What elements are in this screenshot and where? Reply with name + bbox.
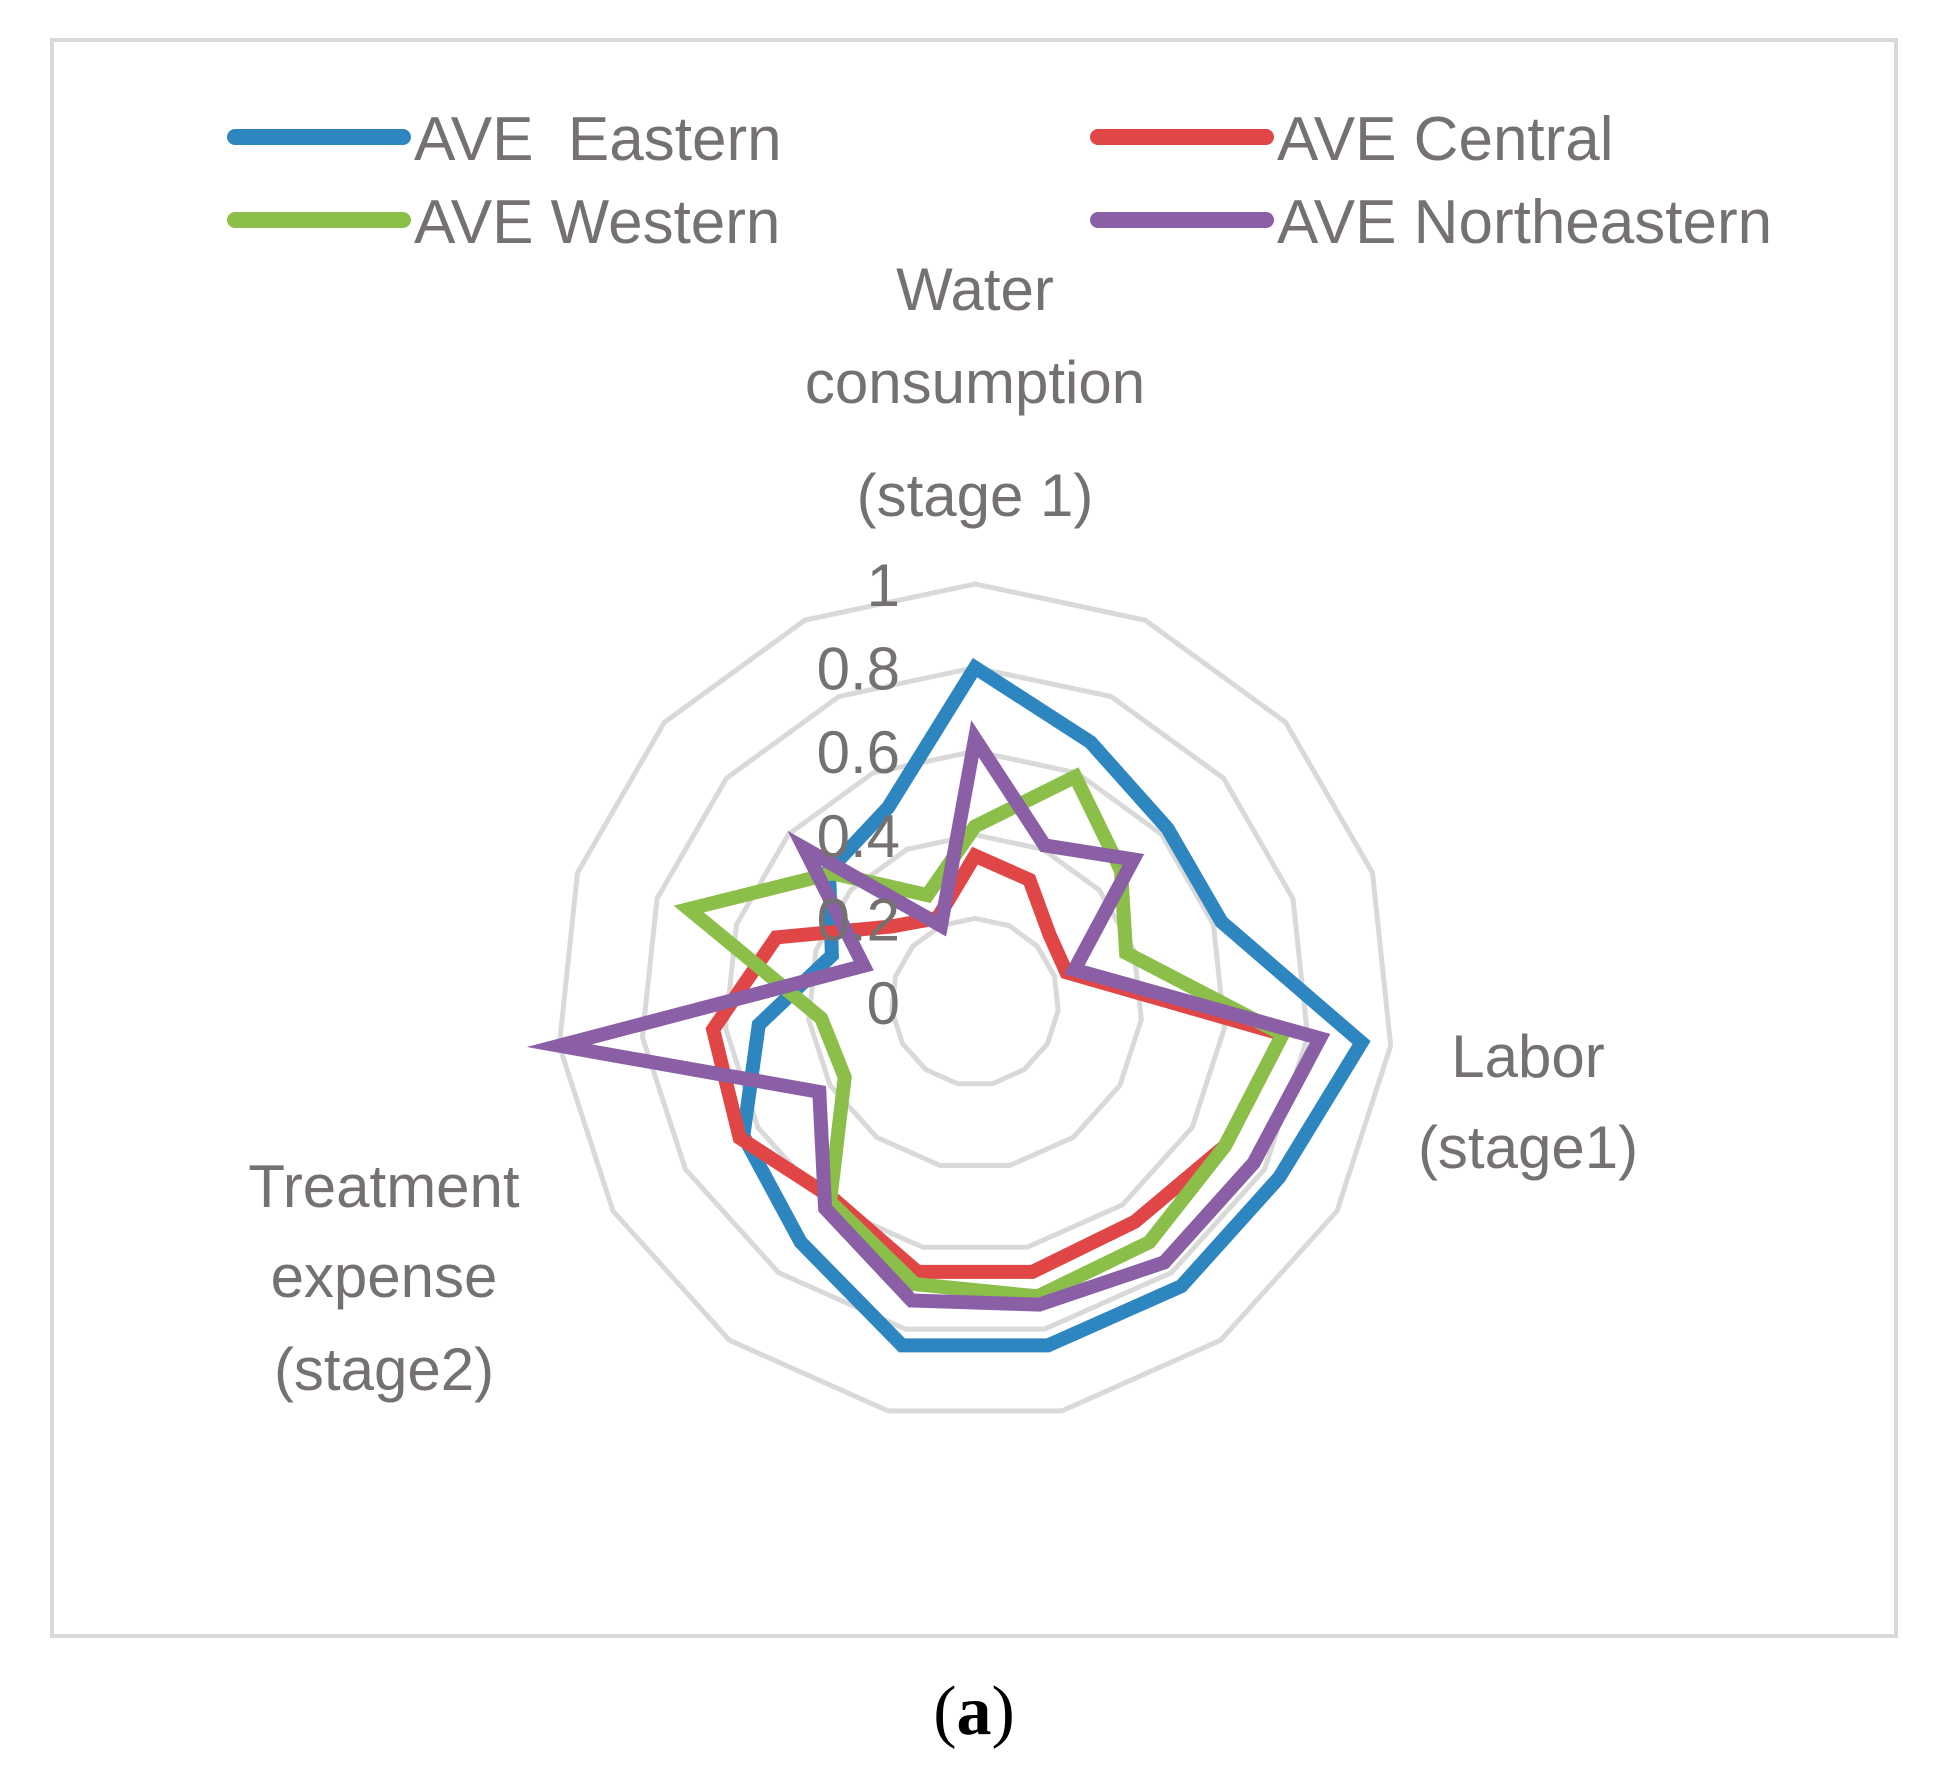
grid-ring-4 bbox=[639, 665, 1311, 1332]
legend-item-central[interactable]: AVE Central bbox=[1090, 105, 1614, 174]
chart-frame bbox=[50, 38, 1898, 1638]
axis-label-line: (stage2) bbox=[274, 1336, 494, 1403]
series-line-western[interactable] bbox=[673, 767, 1293, 1304]
axis-label-line: Treatment bbox=[248, 1153, 520, 1220]
axis-label-line: (stage1) bbox=[1418, 1114, 1638, 1181]
legend-item-eastern[interactable]: AVE Eastern bbox=[227, 105, 782, 174]
grid-ring-5 bbox=[556, 581, 1394, 1414]
legend: AVE Eastern AVE Central AVE Western AVE … bbox=[227, 105, 1772, 257]
radial-tick-label: 0 bbox=[867, 970, 900, 1037]
legend-item-western[interactable]: AVE Western bbox=[227, 188, 780, 257]
grid-ring-1 bbox=[889, 915, 1061, 1087]
axis-label-line: expense bbox=[271, 1243, 498, 1310]
series-line-northeastern[interactable] bbox=[526, 720, 1331, 1312]
figure-caption: (a) bbox=[0, 1672, 1948, 1752]
legend-label-northeastern: AVE Northeastern bbox=[1277, 188, 1772, 257]
caption-open: ( bbox=[933, 1673, 957, 1750]
legend-item-northeastern[interactable]: AVE Northeastern bbox=[1090, 188, 1772, 257]
series-line-central[interactable] bbox=[705, 846, 1293, 1279]
radar-series bbox=[526, 657, 1371, 1353]
radial-tick-label: 0.8 bbox=[817, 636, 900, 703]
axis-label-line: Water bbox=[896, 256, 1054, 323]
radial-tick-label: 1 bbox=[867, 552, 900, 619]
axis-label-line: Labor bbox=[1451, 1023, 1604, 1090]
axis-label-line: (stage 1) bbox=[857, 462, 1094, 529]
legend-label-eastern: AVE Eastern bbox=[414, 105, 782, 174]
axis-label-water-consumption: Water consumption (stage 1) bbox=[805, 256, 1145, 529]
radial-tick-label: 0.4 bbox=[817, 803, 900, 870]
legend-label-western: AVE Western bbox=[414, 188, 780, 257]
legend-label-central: AVE Central bbox=[1277, 105, 1614, 174]
axis-label-labor: Labor (stage1) bbox=[1418, 1023, 1638, 1181]
radial-tick-label: 0.6 bbox=[817, 719, 900, 786]
radial-tick-label: 0.2 bbox=[817, 886, 900, 953]
axis-label-line: consumption bbox=[805, 349, 1145, 416]
axis-label-treatment-expense: Treatment expense (stage2) bbox=[248, 1153, 520, 1403]
caption-letter: a bbox=[956, 1673, 992, 1750]
caption-close: ) bbox=[991, 1673, 1015, 1750]
radial-ticks: 0 0.2 0.4 0.6 0.8 1 bbox=[817, 552, 900, 1037]
grid-ring-3 bbox=[723, 748, 1227, 1250]
